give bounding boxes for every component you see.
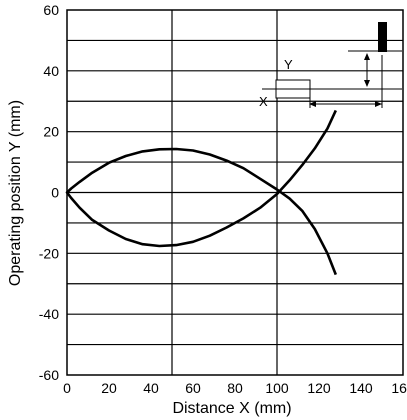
- inset-label-y: Y: [284, 57, 293, 72]
- y-tick-labels: 60 40 20 0 -20 -40 -60: [39, 2, 59, 383]
- y-arrow-up: [364, 53, 370, 60]
- x-tick-label: 80: [227, 380, 243, 396]
- y-tick-label: -40: [39, 306, 59, 322]
- y-axis-title: Operating position Y (mm): [7, 100, 24, 286]
- y-tick-label: -60: [39, 367, 59, 383]
- x-tick-label: 0: [63, 380, 71, 396]
- x-arrow-right: [375, 101, 382, 107]
- y-tick-label: 0: [51, 185, 59, 201]
- x-tick-label: 120: [307, 380, 331, 396]
- x-axis-title: Distance X (mm): [172, 400, 291, 417]
- inset-label-x: X: [259, 94, 268, 109]
- series-curve: [65, 109, 338, 276]
- sensor-diagram: Y X: [259, 22, 402, 109]
- x-tick-label: 100: [265, 380, 289, 396]
- x-tick-label: 140: [349, 380, 373, 396]
- x-tick-label: 20: [101, 380, 117, 396]
- x-tick-label: 60: [185, 380, 201, 396]
- y-tick-label: 60: [43, 2, 59, 18]
- y-tick-label: -20: [39, 245, 59, 261]
- y-tick-label: 20: [43, 124, 59, 140]
- x-tick-label: 160: [391, 380, 407, 396]
- x-tick-labels: 0 20 40 60 80 100 120 140 160: [63, 380, 407, 396]
- target-block: [378, 22, 387, 52]
- y-arrow-down: [364, 80, 370, 87]
- x-tick-label: 40: [143, 380, 159, 396]
- grid-lines: [67, 10, 403, 375]
- y-tick-label: 40: [43, 63, 59, 79]
- x-arrow-left: [309, 101, 316, 107]
